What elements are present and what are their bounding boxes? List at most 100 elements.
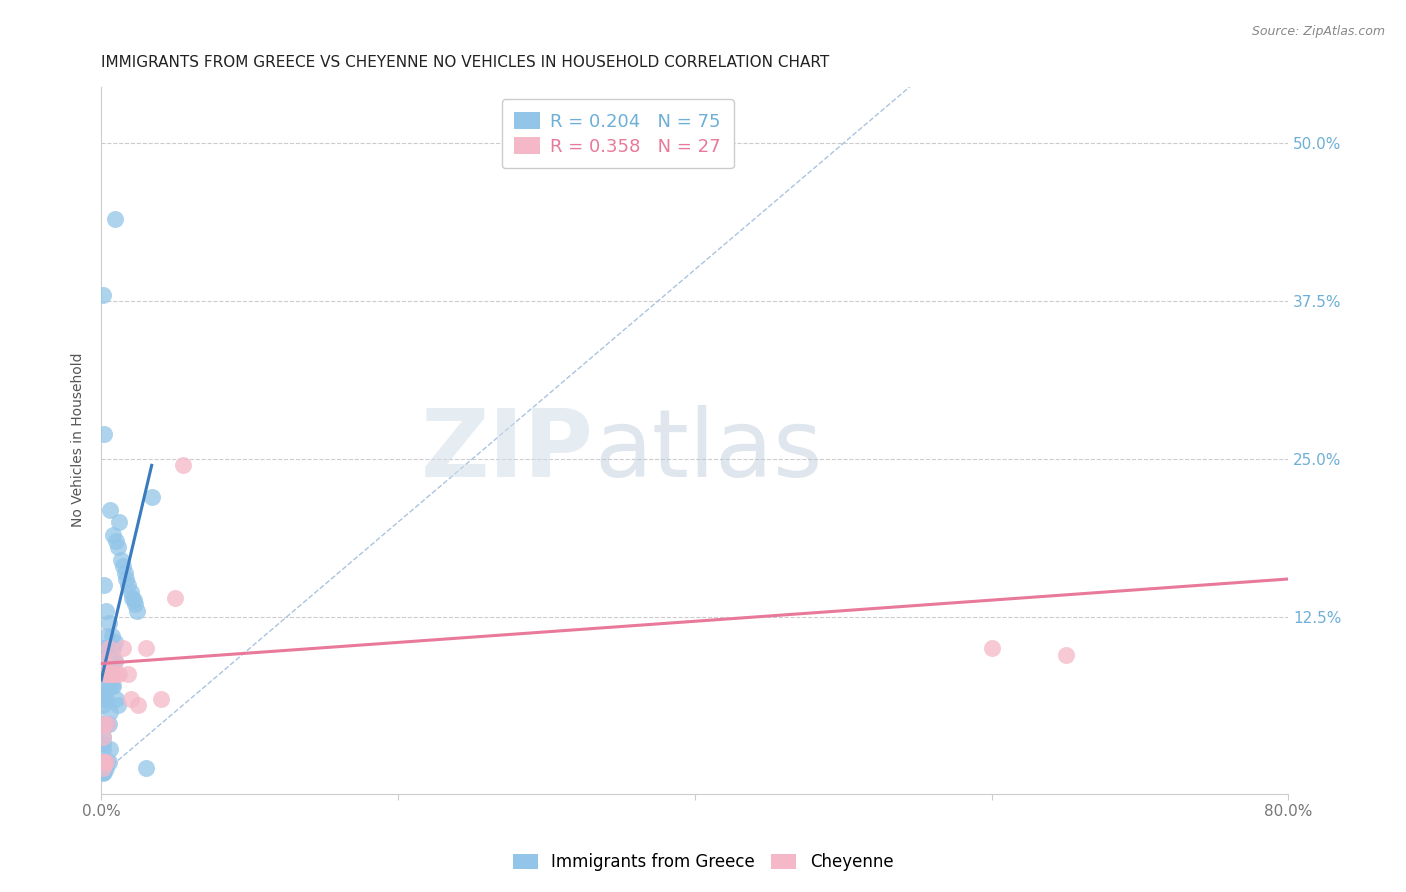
Point (112, 641, 135, 656)
Point (91, 757, 114, 772)
Point (98, 502, 121, 516)
Point (94, 666, 117, 681)
Point (105, 692, 128, 706)
Text: IMMIGRANTS FROM GREECE VS CHEYENNE NO VEHICLES IN HOUSEHOLD CORRELATION CHART: IMMIGRANTS FROM GREECE VS CHEYENNE NO VE… (101, 55, 830, 70)
Point (91, 288, 114, 302)
Point (94, 755, 117, 769)
Point (100, 654, 122, 668)
Point (101, 528, 124, 542)
Point (96, 654, 118, 668)
Point (96, 679, 118, 693)
Point (107, 541, 129, 555)
Point (91, 755, 114, 769)
Point (91, 698, 114, 713)
Point (141, 490, 163, 504)
Point (93, 717, 115, 731)
Point (127, 698, 149, 713)
Point (98, 641, 121, 656)
Point (101, 641, 124, 656)
Point (91, 685, 114, 699)
Point (94, 603, 117, 617)
Point (96, 755, 118, 769)
Point (98, 666, 121, 681)
Point (91, 761, 114, 775)
Point (93, 654, 115, 668)
Point (110, 553, 132, 567)
Point (122, 593, 145, 607)
Point (105, 534, 128, 549)
Point (120, 584, 142, 599)
Point (149, 692, 172, 706)
Point (120, 692, 142, 706)
Point (93, 717, 115, 731)
Point (91, 736, 114, 750)
Point (93, 654, 115, 668)
Point (93, 641, 115, 656)
Point (94, 641, 117, 656)
Point (135, 641, 157, 656)
Point (94, 761, 117, 775)
Point (93, 755, 115, 769)
Point (93, 755, 115, 769)
Point (91, 761, 114, 775)
Point (135, 761, 157, 775)
Point (165, 591, 187, 605)
Point (98, 705, 121, 719)
Point (114, 566, 136, 580)
Point (91, 766, 114, 780)
Point (93, 426, 115, 441)
Point (97, 616, 120, 631)
Point (98, 742, 121, 756)
Point (91, 760, 114, 774)
Point (91, 654, 114, 668)
Point (115, 572, 138, 586)
Point (94, 755, 117, 769)
Point (121, 591, 143, 605)
Text: Source: ZipAtlas.com: Source: ZipAtlas.com (1251, 25, 1385, 38)
Point (93, 761, 115, 775)
Point (96, 717, 118, 731)
Point (100, 666, 122, 681)
Point (94, 717, 117, 731)
Point (97, 717, 120, 731)
Point (105, 666, 128, 681)
Point (97, 641, 120, 656)
Legend: R = 0.204   N = 75, R = 0.358   N = 27: R = 0.204 N = 75, R = 0.358 N = 27 (502, 99, 734, 169)
Point (1054, 648, 1077, 662)
Point (91, 730, 114, 744)
Point (94, 692, 117, 706)
Point (93, 578, 115, 592)
Point (91, 765, 114, 780)
Point (980, 641, 1002, 656)
Point (117, 578, 139, 592)
Point (94, 666, 117, 681)
Point (91, 759, 114, 773)
Point (93, 666, 115, 681)
Point (117, 666, 139, 681)
Point (103, 635, 125, 649)
Point (91, 763, 114, 777)
Point (91, 764, 114, 778)
Point (172, 458, 194, 473)
Text: ZIP: ZIP (420, 405, 593, 497)
Point (98, 666, 121, 681)
Point (112, 559, 135, 574)
Point (101, 666, 124, 681)
Point (103, 654, 125, 668)
Point (97, 679, 120, 693)
Point (91, 730, 114, 744)
Point (97, 654, 120, 668)
Point (93, 692, 115, 706)
Y-axis label: No Vehicles in Household: No Vehicles in Household (72, 353, 86, 527)
Point (96, 666, 118, 681)
Point (101, 679, 124, 693)
Point (96, 717, 118, 731)
Point (108, 515, 131, 529)
Point (125, 603, 148, 617)
Point (91, 717, 114, 731)
Point (124, 597, 146, 611)
Point (93, 765, 115, 780)
Point (100, 629, 122, 643)
Point (96, 629, 118, 643)
Point (103, 654, 125, 668)
